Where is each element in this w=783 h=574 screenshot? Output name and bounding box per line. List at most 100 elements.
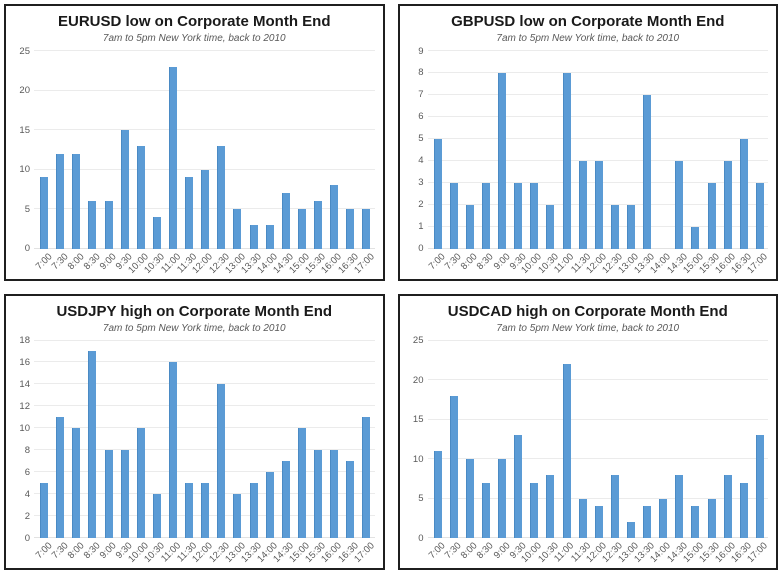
chart-panel-gbpusd-low: GBPUSD low on Corporate Month End 7am to…	[397, 4, 778, 281]
bar	[136, 428, 145, 538]
bar	[265, 472, 274, 538]
bar	[594, 506, 603, 538]
y-axis: 0 2 4 6 8 10 12 14 16 18	[10, 336, 34, 543]
bar	[72, 153, 81, 249]
bar	[249, 224, 258, 249]
x-axis: 7:00 7:30 8:00 8:30 9:00 9:30 10:00 10:30 11:00 1…	[33, 249, 376, 279]
y-tick-label: 25	[412, 334, 424, 346]
y-tick-label: 15	[19, 124, 30, 136]
y-tick-label: 10	[19, 422, 30, 434]
bar	[120, 130, 129, 249]
gridline	[427, 159, 768, 161]
y-tick-label: 18	[19, 334, 30, 346]
x-axis: 7:00 7:30 8:00 8:30 9:00 9:30 10:00 10:30 11:00 1…	[427, 538, 770, 568]
bar	[72, 428, 81, 538]
bar	[514, 435, 523, 538]
plot-area	[34, 339, 375, 538]
plot-area	[427, 50, 768, 249]
bar	[362, 417, 371, 538]
gridline	[34, 449, 375, 451]
bar	[314, 450, 323, 538]
chart-subtitle: 7am to 5pm New York time, back to 2010	[102, 33, 286, 44]
y-axis: 0 5 10 15 20 25	[10, 46, 34, 253]
bar	[152, 216, 161, 249]
bar	[562, 364, 571, 538]
bar	[643, 506, 652, 538]
gridline	[427, 418, 768, 420]
bar	[481, 182, 490, 249]
y-tick-label: 0	[24, 532, 30, 544]
plot-area	[427, 339, 768, 538]
bar	[691, 506, 700, 538]
bar	[465, 459, 474, 538]
bar	[626, 522, 635, 538]
gridline	[427, 379, 768, 380]
bar	[217, 145, 226, 249]
usdcad-high-bar-chart: 0 5 10 15 20 25 7:00 7:30 8:00 8:30 9:00 9:30 10:00 1…	[404, 336, 770, 569]
y-tick-label: 12	[19, 400, 30, 412]
y-axis: 0 1 2 3 4 5 6 7 8 9	[404, 46, 428, 253]
bar	[88, 201, 97, 249]
bar	[233, 494, 242, 538]
bar	[104, 201, 113, 249]
bar	[530, 482, 539, 538]
y-tick-label: 20	[19, 84, 30, 96]
y-tick-label: 16	[19, 356, 30, 368]
y-tick-label: 14	[19, 378, 30, 390]
chart-title: EURUSD low on Corporate Month End	[58, 13, 331, 30]
bar	[723, 474, 732, 538]
y-tick-label: 5	[418, 492, 424, 504]
bar	[433, 138, 442, 249]
y-tick-label: 15	[412, 413, 424, 425]
bar	[578, 160, 587, 249]
y-tick-label: 5	[418, 133, 424, 145]
bar	[40, 177, 49, 249]
bar	[498, 459, 507, 538]
y-tick-label: 2	[418, 198, 424, 210]
bar	[739, 138, 748, 249]
bar	[330, 185, 339, 249]
chart-title: USDCAD high on Corporate Month End	[447, 302, 728, 320]
y-tick-label: 9	[418, 45, 424, 57]
chart-title: USDJPY high on Corporate Month End	[56, 302, 333, 320]
gbpusd-low-bar-chart: 0 1 2 3 4 5 6 7 8 9 7:00 7:30 8:00 8:30 9:00 9:30 10:00 1…	[404, 46, 770, 279]
bar	[265, 224, 274, 249]
gridline	[427, 71, 768, 73]
y-tick-label: 4	[24, 488, 30, 500]
gridline	[427, 93, 768, 95]
y-tick-label: 5	[24, 203, 30, 215]
bar	[675, 160, 684, 249]
bar	[449, 182, 458, 249]
bar	[578, 498, 587, 538]
chart-subtitle: 7am to 5pm New York time, back to 2010	[496, 322, 680, 334]
y-axis: 0 5 10 15 20 25	[404, 336, 428, 543]
bar	[610, 474, 619, 538]
gridline	[427, 115, 768, 117]
bar	[330, 450, 339, 538]
bar	[546, 474, 555, 538]
bar	[514, 182, 523, 249]
chart-subtitle: 7am to 5pm New York time, back to 2010	[496, 33, 680, 44]
bar	[169, 66, 177, 249]
bar	[152, 494, 161, 538]
gridline	[427, 50, 768, 51]
gridline	[34, 89, 375, 91]
gridline	[427, 458, 768, 459]
bar	[201, 169, 210, 249]
bar	[546, 204, 555, 249]
gridline	[427, 137, 768, 139]
gridline	[34, 168, 375, 170]
y-tick-label: 3	[418, 176, 424, 188]
bar	[481, 482, 490, 538]
bar	[281, 193, 290, 249]
gridline	[34, 129, 375, 130]
bar	[249, 483, 258, 538]
y-tick-label: 25	[19, 45, 30, 57]
bar	[346, 461, 355, 538]
usdjpy-high-bar-chart: 0 2 4 6 8 10 12 14 16 18 7:00 7:30 8:00 8:30 9:00 9:30 1…	[10, 336, 376, 569]
gridline	[34, 427, 375, 429]
chart-panel-eurusd-low: EURUSD low on Corporate Month End 7am to…	[4, 4, 385, 281]
y-tick-label: 4	[418, 154, 424, 166]
bar	[594, 160, 603, 249]
